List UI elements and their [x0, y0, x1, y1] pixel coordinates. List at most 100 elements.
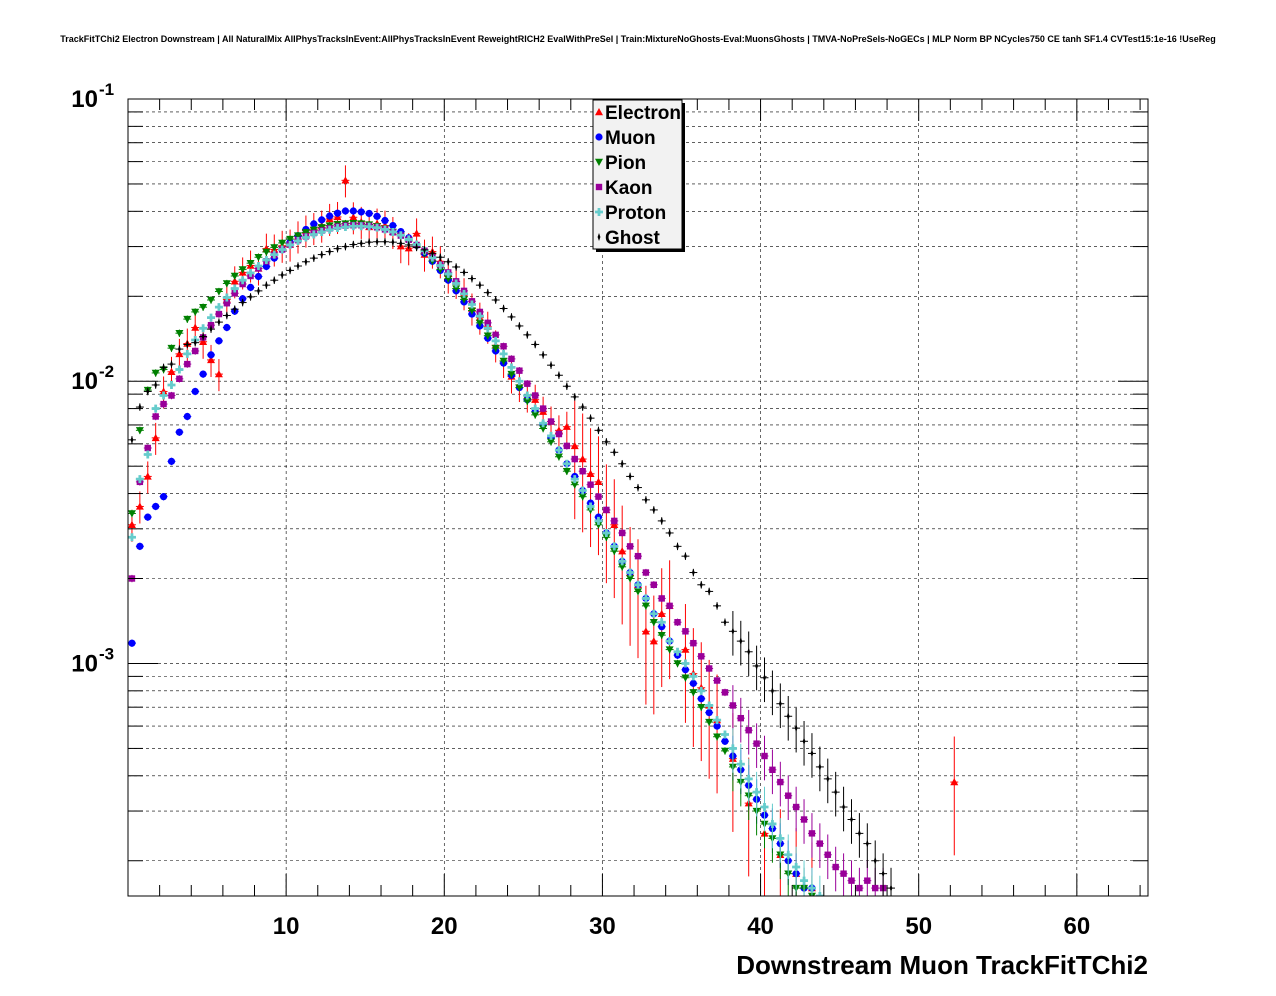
marker [641, 594, 650, 603]
x-tick-label: 60 [1063, 913, 1090, 940]
data-point [199, 332, 208, 341]
data-point [594, 516, 603, 525]
data-point [159, 493, 168, 501]
marker [143, 472, 152, 480]
marker [699, 580, 703, 589]
data-point [151, 404, 160, 413]
marker [785, 792, 792, 799]
marker [312, 254, 316, 263]
marker [713, 733, 722, 741]
y-tick-label: 10 -3 [71, 644, 114, 677]
marker [802, 737, 806, 746]
data-point [800, 720, 808, 766]
data-point [594, 493, 603, 501]
data-point [665, 528, 674, 537]
data-point [214, 303, 223, 312]
marker [380, 225, 389, 234]
marker [351, 240, 355, 249]
data-point [562, 442, 571, 450]
data-point [507, 370, 516, 379]
x-axis-label: Downstream Muon TrackFitTChi2 [736, 950, 1148, 980]
data-point [167, 360, 176, 369]
data-point [586, 502, 595, 511]
marker [375, 237, 379, 246]
data-point [736, 620, 745, 666]
marker [562, 467, 571, 476]
marker [428, 253, 437, 262]
marker [214, 288, 223, 296]
data-point [610, 448, 619, 457]
data-point [689, 672, 698, 681]
marker [207, 351, 215, 359]
marker [365, 209, 373, 218]
marker [246, 283, 255, 292]
marker [649, 609, 658, 618]
marker [579, 467, 586, 475]
marker [367, 238, 371, 247]
marker [388, 227, 397, 236]
data-point [547, 417, 555, 426]
data-point [207, 344, 216, 377]
data-point [373, 237, 382, 246]
data-point [143, 444, 152, 452]
marker [541, 350, 545, 359]
marker [523, 391, 532, 400]
marker [865, 839, 869, 848]
marker [507, 363, 516, 372]
marker [436, 266, 445, 274]
data-point [159, 391, 168, 400]
data-point [191, 338, 200, 347]
marker [494, 296, 498, 305]
data-point [483, 324, 492, 333]
data-point [317, 216, 326, 224]
marker [167, 344, 176, 353]
data-point [641, 602, 650, 610]
data-point [673, 542, 682, 551]
data-point [705, 708, 714, 717]
data-point [721, 688, 729, 697]
marker [668, 528, 672, 537]
marker [184, 360, 191, 368]
marker [349, 207, 357, 215]
marker [270, 244, 279, 252]
marker [310, 220, 318, 228]
marker [652, 505, 656, 514]
marker [207, 313, 216, 322]
marker [193, 338, 197, 347]
marker [539, 425, 548, 433]
x-tick-label: 40 [747, 913, 774, 940]
data-point [175, 428, 184, 436]
marker [135, 475, 144, 484]
marker [486, 288, 490, 297]
marker [776, 834, 785, 843]
marker [792, 863, 801, 872]
data-point [238, 298, 247, 307]
data-point [191, 347, 200, 355]
data-point [570, 392, 579, 401]
marker [856, 884, 863, 892]
data-point [681, 659, 690, 668]
data-point [823, 758, 832, 804]
data-point [728, 728, 737, 773]
marker [262, 248, 271, 257]
data-point [191, 308, 200, 316]
marker [136, 542, 144, 550]
marker [191, 323, 200, 331]
marker [626, 568, 635, 577]
data-point [515, 377, 524, 386]
marker [176, 375, 183, 383]
marker [154, 380, 158, 389]
marker [602, 528, 611, 537]
marker [595, 208, 603, 216]
data-point [728, 611, 737, 656]
data-point [230, 284, 239, 293]
data-point [128, 509, 136, 518]
marker [144, 444, 151, 452]
data-point [776, 683, 785, 729]
marker [151, 369, 160, 377]
marker [438, 253, 442, 262]
data-point [175, 375, 184, 383]
marker [460, 296, 469, 304]
data-point [705, 718, 714, 727]
marker [634, 552, 642, 560]
